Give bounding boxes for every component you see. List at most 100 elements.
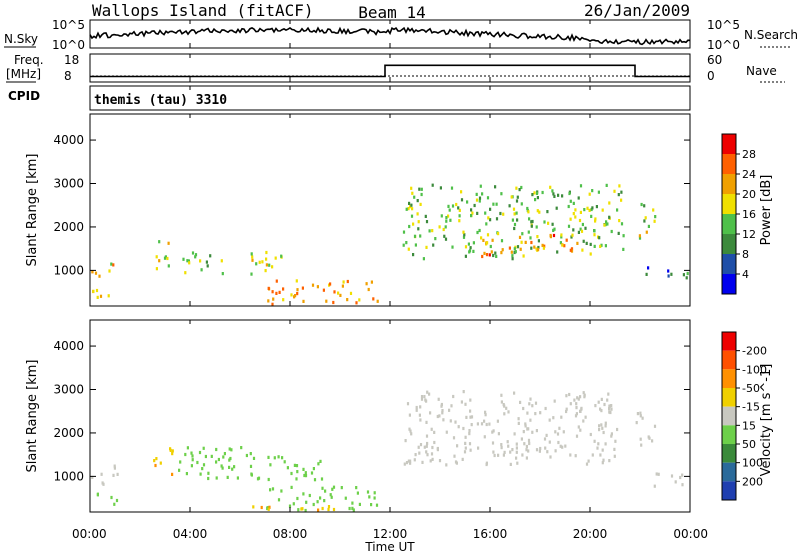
echo-cell [185, 472, 188, 476]
echo-cell [539, 411, 542, 415]
echo-cell [240, 446, 243, 450]
power-colorbar: 4 8 12 16 20 24 28 [721, 133, 756, 295]
echo-cell [554, 449, 557, 453]
echo-cell [515, 199, 519, 203]
echo-cell [409, 461, 412, 465]
echo-cell [321, 486, 324, 490]
echo-cell [519, 400, 522, 404]
echo-cell [519, 247, 522, 251]
echo-cell [597, 400, 600, 404]
y-tick-label: 1000 [53, 469, 84, 483]
echo-cell [503, 404, 506, 408]
echo-cell [258, 260, 261, 264]
echo-cell [402, 243, 405, 247]
echo-cell [228, 465, 231, 469]
echo-cell [415, 408, 418, 412]
echo-cell [501, 248, 504, 252]
echo-cell [543, 437, 547, 441]
echo-cell [325, 299, 328, 303]
echo-cell [513, 391, 516, 395]
echo-cell [577, 196, 580, 200]
echo-cell [620, 222, 624, 226]
echo-cell [154, 463, 157, 468]
echo-cell [98, 274, 101, 278]
echo-cell [485, 253, 489, 257]
echo-cell [516, 461, 519, 465]
echo-cell [441, 411, 444, 415]
echo-cell [277, 455, 280, 459]
echo-cell [444, 237, 448, 241]
echo-cell [167, 264, 170, 268]
echo-cell [375, 503, 379, 507]
echo-cell [579, 184, 583, 188]
echo-cell [282, 287, 285, 291]
noise-sky-line [89, 26, 691, 46]
echo-cell [522, 254, 525, 258]
echo-cell [513, 247, 516, 251]
echo-cell [546, 210, 549, 214]
echo-cell [518, 235, 522, 239]
echo-cell [464, 245, 468, 249]
echo-cell [155, 255, 158, 259]
colorbar-tick-label: 8 [742, 248, 749, 261]
colorbar-swatch [722, 274, 736, 294]
echo-cell [464, 435, 467, 439]
echo-cell [589, 432, 592, 437]
echo-cell [552, 416, 555, 420]
echo-cell [201, 467, 204, 471]
echo-cell [599, 244, 602, 248]
echo-cell [589, 252, 592, 256]
echo-cell [409, 429, 412, 433]
echo-cell [410, 432, 413, 436]
echo-cell [310, 471, 314, 475]
echo-cell [267, 507, 270, 511]
echo-cell [220, 259, 223, 263]
echo-cell [312, 467, 315, 471]
echo-cell [113, 464, 116, 468]
colorbar-swatch [722, 154, 736, 174]
echo-cell [643, 219, 646, 223]
echo-cell [428, 229, 431, 233]
echo-cell [417, 445, 420, 449]
colorbar-swatch [722, 406, 736, 426]
echo-cell [269, 463, 272, 467]
echo-cell [537, 248, 540, 252]
power-y-ticks: 1000 2000 3000 4000 [53, 133, 690, 277]
echo-cell [655, 472, 658, 476]
echo-cell [635, 421, 638, 425]
echo-cell [524, 240, 527, 244]
echo-cell [476, 230, 479, 235]
echo-cell [186, 259, 189, 263]
nsearch-label: N.Search [744, 28, 798, 42]
echo-cell [321, 506, 324, 511]
echo-cell [492, 450, 495, 454]
echo-cell [199, 259, 202, 263]
echo-cell [502, 212, 505, 216]
echo-cell [296, 470, 299, 474]
echo-cell [332, 300, 335, 305]
velocity-panel-frame [89, 319, 691, 513]
echo-cell [367, 287, 370, 292]
echo-cell [497, 453, 500, 457]
echo-cell [426, 453, 429, 457]
echo-cell [513, 212, 516, 216]
echo-cell [215, 447, 218, 452]
echo-cell [164, 255, 167, 259]
echo-cell [409, 459, 412, 463]
echo-cell [490, 250, 493, 254]
echo-cell [535, 448, 539, 452]
echo-cell [638, 236, 642, 240]
echo-cell [476, 422, 479, 426]
echo-cell [645, 272, 648, 276]
echo-cell [551, 189, 554, 193]
echo-cell [525, 444, 528, 449]
echo-cell [608, 404, 611, 408]
echo-cell [534, 412, 537, 416]
echo-cell [312, 502, 315, 507]
echo-cell [421, 460, 424, 464]
velocity-colorbar-label: Velocity [m s^-1] [759, 364, 774, 477]
echo-cell [511, 257, 514, 261]
echo-cell [194, 255, 197, 259]
echo-cell [331, 487, 334, 491]
